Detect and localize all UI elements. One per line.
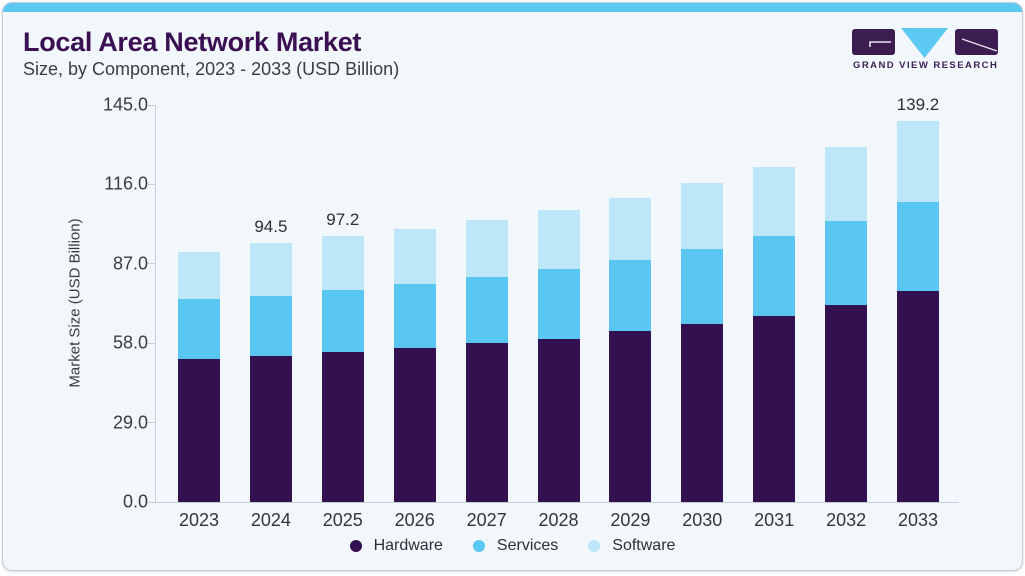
page-subtitle: Size, by Component, 2023 - 2033 (USD Bil… [23, 59, 400, 79]
legend-label: Services [496, 537, 559, 554]
legend-item-hardware: Hardware [349, 537, 443, 555]
bar-segment-software-2029 [609, 197, 652, 260]
legend-dot-software [588, 540, 601, 552]
x-tick-label: 2032 [826, 510, 867, 530]
x-tick-label: 2028 [538, 510, 579, 530]
y-tick-mark [148, 422, 156, 424]
x-tick-label: 2024 [250, 510, 291, 530]
y-tick-label: 116.0 [104, 173, 148, 194]
y-tick-label: 87.0 [112, 253, 148, 274]
gvr-logo: GRAND VIEW RESEARCH [851, 27, 999, 75]
y-tick-mark [148, 501, 156, 503]
logo-v-icon [901, 28, 948, 58]
legend-dot-hardware [349, 540, 362, 552]
y-tick-label: 0.0 [122, 491, 148, 512]
x-tick-label: 2030 [682, 510, 723, 530]
legend-dot-services [472, 540, 485, 552]
x-tick-label: 2023 [178, 510, 220, 530]
x-tick-label: 2031 [754, 510, 795, 530]
bar-segment-software-2033 [897, 120, 939, 203]
bar-segment-software-2026 [393, 229, 436, 284]
gvr-logo-icon [852, 28, 998, 58]
bar-segment-services-2028 [537, 269, 580, 339]
bar-segment-hardware-2025 [321, 351, 364, 502]
bar-segment-services-2024 [249, 295, 292, 356]
brand-text: GRAND VIEW RESEARCH [853, 60, 999, 71]
y-tick-mark [148, 183, 156, 185]
page-title: Local Area Network Market [23, 27, 362, 57]
bar-segment-software-2028 [537, 209, 580, 270]
bar-segment-software-2031 [753, 166, 796, 236]
bar-segment-hardware-2023 [178, 359, 220, 502]
logo-r-block [955, 29, 998, 55]
bar-segment-services-2029 [609, 259, 652, 332]
top-accent-bar [3, 3, 1022, 12]
bar-segment-software-2023 [178, 251, 220, 300]
legend-item-services: Services [472, 537, 559, 555]
bar-segment-services-2027 [465, 276, 508, 344]
legend: Hardware Services Software [3, 537, 1022, 555]
x-tick-label: 2025 [322, 510, 363, 530]
bar-segment-hardware-2031 [753, 316, 796, 502]
bar-segment-hardware-2033 [897, 291, 939, 502]
bar-segment-software-2024 [249, 243, 292, 296]
bar-segment-services-2033 [897, 202, 939, 292]
bar-segment-hardware-2024 [249, 355, 292, 502]
bar-segment-software-2030 [681, 183, 724, 250]
y-tick-label: 58.0 [112, 332, 148, 353]
bar-segment-hardware-2029 [609, 331, 652, 502]
bar-segment-services-2025 [321, 289, 364, 352]
y-tick-mark [148, 104, 156, 106]
bar-segment-hardware-2026 [393, 347, 436, 502]
bar-segment-hardware-2030 [681, 323, 724, 502]
bar-segment-hardware-2027 [465, 343, 508, 502]
bar-segment-hardware-2028 [537, 338, 580, 502]
legend-label: Hardware [373, 537, 443, 554]
bar-segment-software-2032 [825, 147, 868, 221]
bar-value-label: 139.2 [896, 94, 940, 114]
bar-value-label: 94.5 [254, 217, 288, 237]
plot-area: 0.0 29.0 58.0 87.0 116.0 145.0 2023 94.5 2024 97.… [103, 95, 959, 530]
x-tick-label: 2027 [466, 510, 507, 530]
bar-segment-software-2027 [465, 220, 508, 277]
bar-segment-services-2031 [753, 235, 796, 317]
y-tick-label: 29.0 [112, 412, 148, 433]
bar-segment-services-2030 [681, 249, 724, 324]
bar-value-label: 97.2 [326, 209, 360, 229]
y-tick-label: 145.0 [102, 94, 148, 115]
legend-item-software: Software [588, 537, 675, 555]
bar-segment-hardware-2032 [825, 305, 868, 502]
x-tick-label: 2026 [394, 510, 435, 530]
bar-segment-software-2025 [321, 235, 364, 290]
bar-segment-services-2026 [393, 283, 436, 348]
y-axis-title: Market Size (USD Billion) [66, 218, 84, 388]
y-tick-mark [148, 263, 156, 265]
bar-segment-services-2023 [178, 299, 220, 360]
legend-label: Software [612, 537, 676, 554]
y-tick-mark [148, 342, 156, 344]
x-tick-label: 2029 [610, 510, 651, 530]
x-tick-label: 2033 [897, 510, 939, 530]
bar-segment-services-2032 [825, 220, 868, 306]
